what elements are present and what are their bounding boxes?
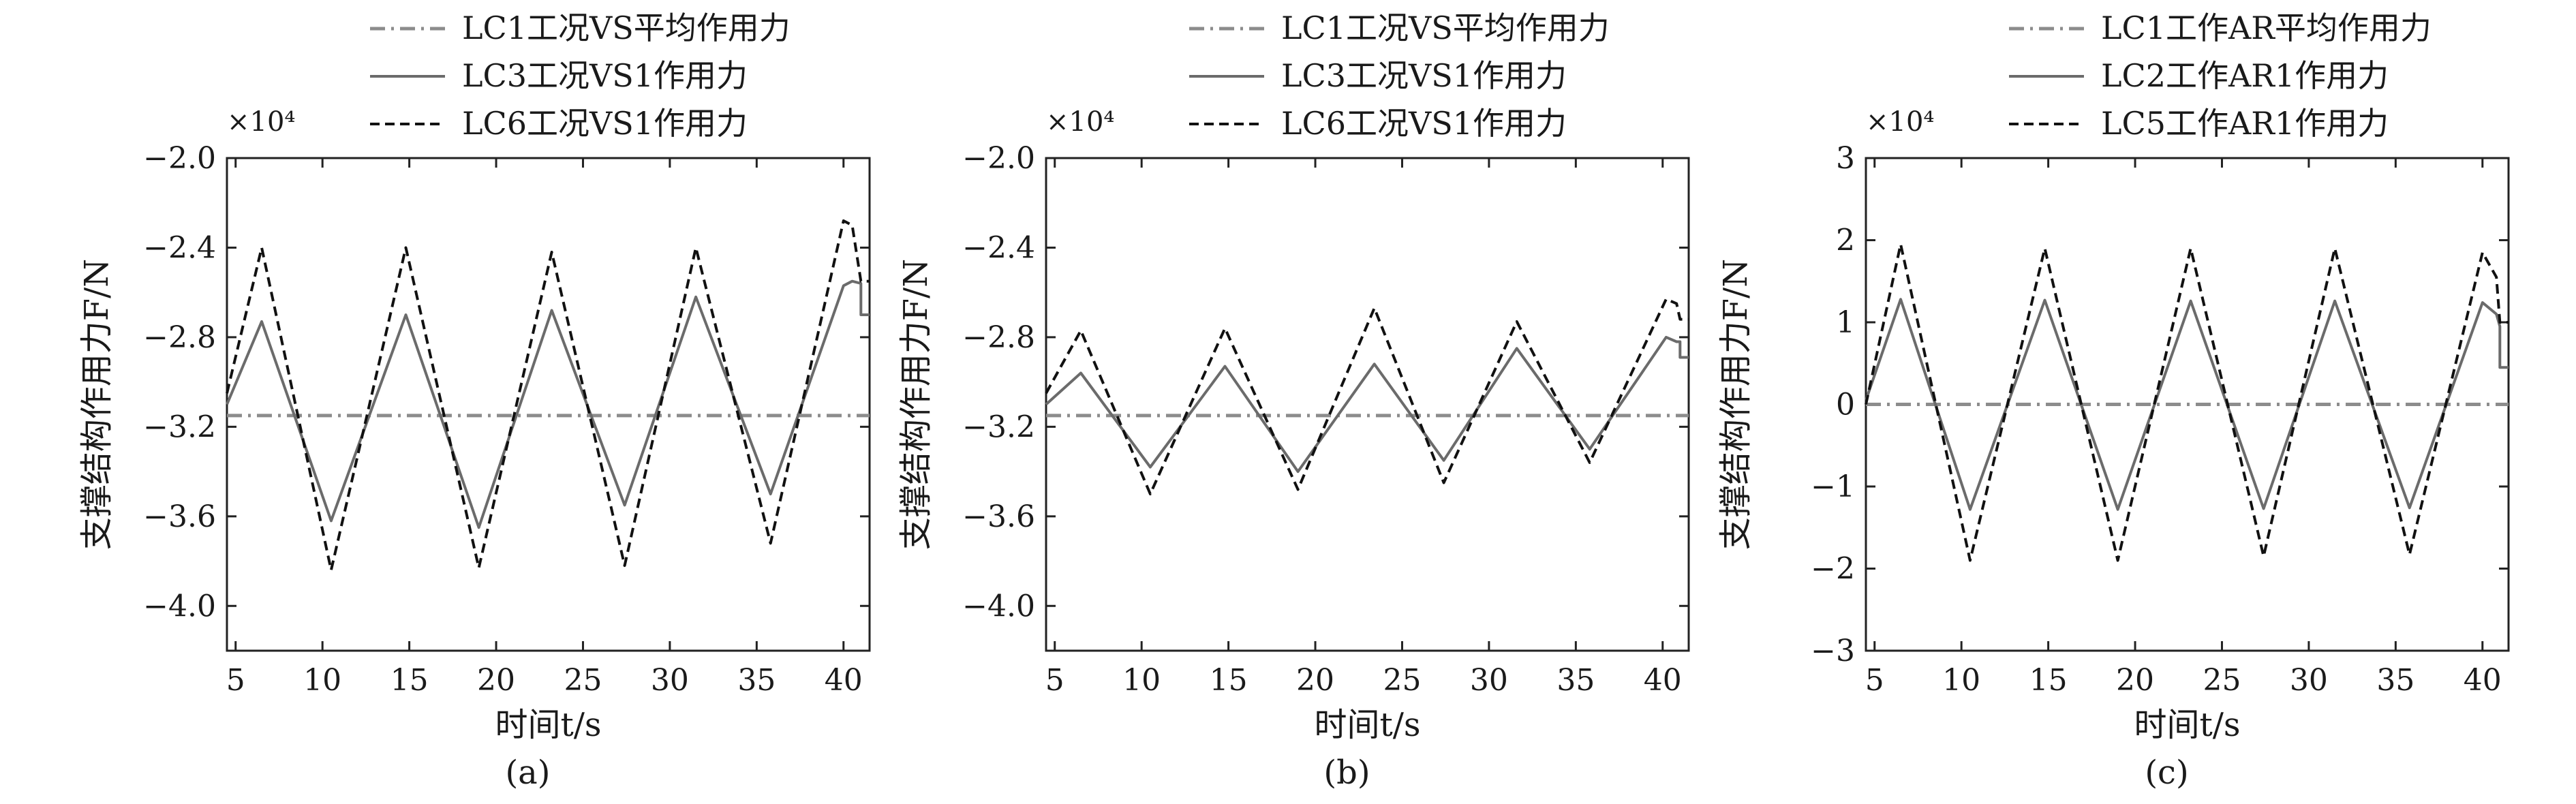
- series-line-3: [226, 219, 870, 572]
- y-tick-label: −2.4: [962, 230, 1035, 265]
- x-tick-label: 40: [2464, 663, 2502, 698]
- y-axis-label: 支撑结构作用力F/N: [897, 259, 935, 550]
- legend-label-2: LC2工作AR1作用力: [2101, 57, 2389, 94]
- x-tick-label: 25: [564, 663, 602, 698]
- y-tick-label: −3.6: [143, 499, 216, 534]
- x-tick-label: 10: [1122, 663, 1161, 698]
- plot-frame: [1045, 157, 1690, 652]
- plot-frame: [226, 157, 871, 652]
- x-tick-label: 10: [303, 663, 341, 698]
- y-tick-label: 1: [1836, 305, 1855, 340]
- x-tick-label: 20: [477, 663, 515, 698]
- y-tick-label: −1: [1811, 469, 1855, 504]
- y-tick-label: 0: [1836, 388, 1855, 422]
- x-tick-label: 15: [2029, 663, 2068, 698]
- y-axis-label: 支撑结构作用力F/N: [78, 259, 116, 550]
- legend-label-3: LC6工况VS1作用力: [1281, 105, 1567, 142]
- x-tick-label: 35: [2376, 663, 2414, 698]
- x-axis-label: 时间t/s: [1314, 706, 1420, 744]
- y-multiplier: ×10⁴: [1866, 106, 1934, 138]
- y-tick-label: −3.6: [962, 499, 1035, 534]
- x-axis-label: 时间t/s: [2134, 706, 2240, 744]
- x-tick-label: 15: [390, 663, 429, 698]
- legend-label-1: LC1工况VS平均作用力: [1281, 10, 1610, 46]
- panel-label: (b): [1323, 754, 1370, 792]
- legend-label-1: LC1工作AR平均作用力: [2101, 10, 2432, 46]
- y-tick-label: −2.8: [143, 320, 216, 355]
- legend-label-2: LC3工况VS1作用力: [1281, 57, 1567, 94]
- y-multiplier: ×10⁴: [227, 106, 295, 138]
- series-line-2: [1045, 335, 1689, 474]
- y-tick-label: −2.4: [143, 230, 216, 265]
- chart-panel-a: 5 10 15 20 25 30 35 40 −2.0 −2.4 −2.8 −3.2 −3.6 −4.0 ×…: [78, 10, 871, 792]
- y-tick-label: −3.2: [962, 409, 1035, 444]
- y-axis-label: 支撑结构作用力F/N: [1717, 259, 1755, 550]
- y-tick-label: −3.2: [143, 409, 216, 444]
- series-line-3: [1045, 298, 1689, 495]
- y-tick-label: −4.0: [143, 589, 216, 623]
- y-tick-label: 3: [1836, 141, 1855, 176]
- y-tick-label: −4.0: [962, 589, 1035, 623]
- x-tick-label: 35: [1557, 663, 1595, 698]
- legend-label-1: LC1工况VS平均作用力: [462, 10, 791, 46]
- x-tick-label: 30: [651, 663, 689, 698]
- x-tick-label: 40: [1644, 663, 1682, 698]
- x-tick-label: 40: [825, 663, 863, 698]
- legend-label-2: LC3工况VS1作用力: [462, 57, 748, 94]
- series-line-3: [1865, 243, 2509, 562]
- x-tick-label: 5: [1865, 663, 1884, 698]
- x-tick-label: 30: [2290, 663, 2328, 698]
- legend-label-3: LC5工作AR1作用力: [2101, 105, 2389, 142]
- panel-label: (c): [2145, 754, 2188, 792]
- y-tick-label: −3: [1811, 634, 1855, 668]
- y-tick-label: −2.0: [143, 141, 216, 176]
- x-tick-label: 30: [1470, 663, 1508, 698]
- x-tick-label: 25: [2203, 663, 2241, 698]
- legend-label-3: LC6工况VS1作用力: [462, 105, 748, 142]
- x-tick-label: 15: [1210, 663, 1248, 698]
- panel-label: (a): [505, 754, 550, 792]
- x-tick-label: 20: [1296, 663, 1334, 698]
- x-tick-label: 35: [737, 663, 776, 698]
- x-tick-label: 5: [1045, 663, 1064, 698]
- x-tick-label: 10: [1942, 663, 1980, 698]
- y-tick-label: −2.8: [962, 320, 1035, 355]
- x-axis-label: 时间t/s: [495, 706, 601, 744]
- chart-panel-c: 5 10 15 20 25 30 35 403210−1−2−3×10⁴时间t/s支撑结构作用…: [1717, 10, 2510, 792]
- x-tick-label: 5: [226, 663, 245, 698]
- y-tick-label: 2: [1836, 223, 1855, 258]
- x-tick-label: 20: [2116, 663, 2154, 698]
- y-multiplier: ×10⁴: [1046, 106, 1114, 138]
- chart-panel-b: 5 10 15 20 25 30 35 40 −2.0 −2.4 −2.8 −3.2 −3.6 −4.0 ×…: [897, 10, 1690, 792]
- series-line-2: [226, 279, 870, 529]
- x-tick-label: 25: [1383, 663, 1421, 698]
- y-tick-label: −2.0: [962, 141, 1035, 176]
- y-tick-label: −2: [1811, 552, 1855, 587]
